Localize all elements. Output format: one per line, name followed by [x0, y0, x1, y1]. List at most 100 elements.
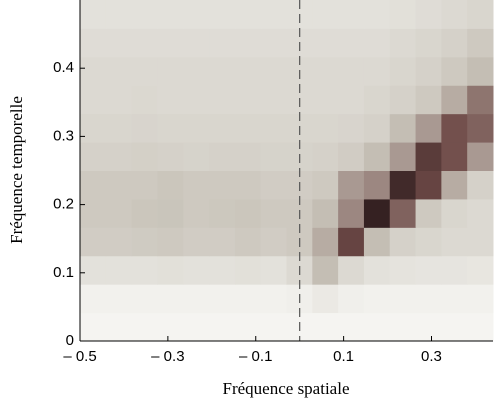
heatmap-cell [157, 142, 184, 171]
heatmap-cell [389, 142, 417, 171]
heatmap-cell [234, 0, 262, 29]
y-tick-label: 0.2 [53, 196, 74, 213]
heatmap-cell [338, 255, 365, 285]
heatmap-cell [131, 85, 158, 115]
heatmap-cell [183, 312, 210, 342]
heatmap-cell [441, 142, 468, 171]
heatmap-cell [131, 227, 158, 257]
heatmap-cell [415, 198, 442, 228]
y-tick-label: 0.1 [53, 264, 74, 281]
heatmap-cell [183, 0, 210, 29]
heatmap-cell [415, 170, 442, 200]
heatmap-cell [260, 170, 287, 200]
heatmap-cell [209, 198, 236, 228]
heatmap-cell [209, 0, 236, 29]
heatmap-cell [105, 113, 133, 143]
heatmap-cell [209, 255, 236, 285]
heatmap-cell [415, 284, 442, 314]
x-tick-label: – 0.1 [239, 348, 272, 365]
heatmap-cell [441, 0, 468, 29]
heatmap-cell [363, 170, 391, 200]
heatmap-cell [80, 312, 107, 342]
y-axis-label: Fréquence temporelle [7, 96, 26, 244]
heatmap-cell [338, 85, 365, 115]
heatmap-cell [260, 85, 287, 115]
heatmap-cell [209, 113, 236, 143]
heatmap-cell [234, 312, 262, 342]
heatmap-cell [183, 227, 210, 257]
heatmap-cell [105, 255, 133, 285]
heatmap-cell [80, 255, 107, 285]
heatmap-cell [234, 198, 262, 228]
heatmap-cell [415, 255, 442, 285]
heatmap-cell [234, 85, 262, 115]
heatmap-cell [234, 170, 262, 200]
heatmap-cell [234, 113, 262, 143]
heatmap-cell [183, 142, 210, 171]
heatmap-cell [312, 227, 339, 257]
heatmap-cell [338, 312, 365, 342]
heatmap-cell [80, 198, 107, 228]
heatmap-cell [467, 312, 494, 342]
heatmap-cell [131, 56, 158, 86]
heatmap-cell [441, 255, 468, 285]
heatmap-cell [363, 198, 391, 228]
heatmap-cell [157, 255, 184, 285]
y-tick-label: 0 [66, 332, 74, 349]
heatmap-cell [183, 198, 210, 228]
heatmap-cell [312, 312, 339, 342]
heatmap-cell [105, 56, 133, 86]
heatmap-cell [441, 56, 468, 86]
heatmap-cell [389, 170, 417, 200]
heatmap-cell [363, 255, 391, 285]
heatmap-cell [415, 0, 442, 29]
heatmap-cell [338, 28, 365, 58]
heatmap-cell [415, 85, 442, 115]
heatmap-cell [234, 255, 262, 285]
heatmap-cell [260, 227, 287, 257]
heatmap-cell [80, 56, 107, 86]
heatmap-cell [363, 0, 391, 29]
heatmap-cell [363, 28, 391, 58]
heatmap-cell [131, 0, 158, 29]
heatmap-cell [338, 56, 365, 86]
heatmap-cell [80, 227, 107, 257]
heatmap-cell [467, 170, 494, 200]
heatmap-cell [338, 284, 365, 314]
heatmap-cell [105, 284, 133, 314]
heatmap-cell [467, 255, 494, 285]
heatmap-cell [441, 227, 468, 257]
heatmap-cell [363, 227, 391, 257]
heatmap-cell [389, 312, 417, 342]
heatmap-cell [441, 113, 468, 143]
heatmap-cell [441, 198, 468, 228]
heatmap-cell [260, 28, 287, 58]
x-tick-label: – 0.3 [151, 348, 184, 365]
heatmap-cell [209, 28, 236, 58]
heatmap-cell [312, 85, 339, 115]
heatmap-cell [105, 312, 133, 342]
heatmap-cell [338, 142, 365, 171]
heatmap-cell [105, 198, 133, 228]
heatmap-cell [183, 170, 210, 200]
heatmap-cell [389, 0, 417, 29]
heatmap-cell [157, 284, 184, 314]
heatmap-cell [363, 284, 391, 314]
heatmap-cell [389, 284, 417, 314]
heatmap-cell [209, 170, 236, 200]
heatmap-cell [131, 312, 158, 342]
heatmap-cell [157, 28, 184, 58]
heatmap-cell [415, 227, 442, 257]
heatmap-cell [183, 85, 210, 115]
heatmap-cell [312, 198, 339, 228]
y-tick-label: 0.3 [53, 127, 74, 144]
heatmap-cell [80, 0, 107, 29]
heatmap-cell [389, 198, 417, 228]
heatmap-cell [389, 85, 417, 115]
heatmap-cell [260, 113, 287, 143]
heatmap-cell [131, 198, 158, 228]
heatmap-cell [415, 28, 442, 58]
heatmap-cell [105, 28, 133, 58]
heatmap-cell [105, 85, 133, 115]
heatmap-cell [80, 170, 107, 200]
